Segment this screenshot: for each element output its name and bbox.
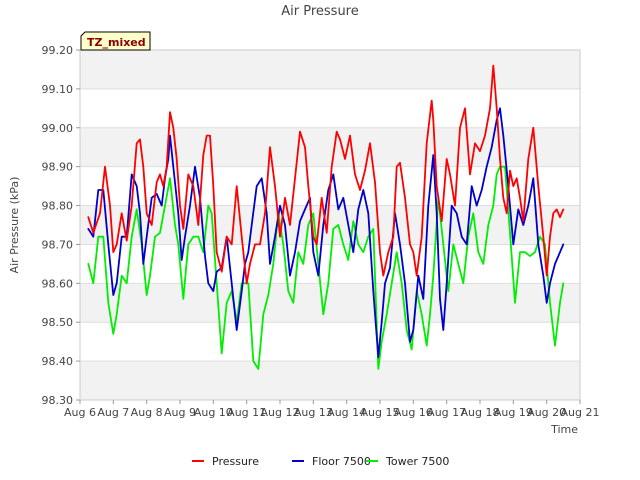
x-tick-label: Aug 10 [194, 406, 233, 419]
y-tick-label: 98.70 [42, 238, 74, 251]
plot-frame [79, 49, 581, 401]
x-tick-label: Aug 20 [527, 406, 566, 419]
background-band [80, 283, 580, 323]
x-axis-title: Time [550, 423, 578, 436]
x-tick-label: Aug 14 [327, 406, 366, 419]
y-axis-ticks: 98.30 98.40 98.50 98.60 98.70 98.80 98.90 99.00… [42, 44, 80, 407]
y-tick-label: 99.10 [42, 83, 74, 96]
y-tick-label: 99.20 [42, 44, 74, 57]
y-axis-title: Air Pressure (kPa) [8, 177, 21, 274]
legend-item: Pressure [192, 455, 259, 468]
legend: Pressure Floor 7500 Tower 7500 [192, 455, 449, 468]
x-tick-label: Aug 7 [97, 406, 129, 419]
x-tick-label: Aug 9 [164, 406, 196, 419]
tz-badge-label: TZ_mixed [87, 36, 146, 49]
x-tick-label: Aug 18 [461, 406, 500, 419]
background-band [80, 127, 580, 167]
y-tick-label: 99.00 [42, 122, 74, 135]
x-tick-label: Aug 6 [64, 406, 96, 419]
background-band [80, 361, 580, 400]
legend-label: Floor 7500 [312, 455, 371, 468]
legend-item: Floor 7500 [292, 455, 371, 468]
x-tick-label: Aug 15 [361, 406, 400, 419]
legend-label: Pressure [212, 455, 259, 468]
x-tick-label: Aug 8 [131, 406, 163, 419]
legend-item: Tower 7500 [366, 455, 449, 468]
x-tick-label: Aug 16 [394, 406, 433, 419]
series-line-tower-7500 [87, 165, 565, 370]
x-tick-label: Aug 21 [561, 406, 600, 419]
y-tick-label: 98.60 [42, 277, 74, 290]
gridlines [80, 49, 580, 401]
series-line-pressure [87, 64, 565, 285]
x-tick-label: Aug 12 [261, 406, 300, 419]
series-lines [87, 64, 565, 370]
background-band [80, 50, 580, 89]
x-tick-label: Aug 17 [427, 406, 466, 419]
y-tick-label: 98.90 [42, 161, 74, 174]
legend-label: Tower 7500 [385, 455, 449, 468]
y-tick-label: 98.80 [42, 200, 74, 213]
y-tick-label: 98.50 [42, 316, 74, 329]
tz-badge: TZ_mixed [80, 31, 151, 51]
chart-title: Air Pressure [281, 4, 359, 19]
tz-badge-box [80, 31, 151, 51]
y-tick-label: 98.40 [42, 355, 74, 368]
plot-background-bands [80, 50, 580, 400]
x-tick-label: Aug 13 [294, 406, 333, 419]
x-tick-label: Aug 11 [227, 406, 266, 419]
y-tick-label: 98.30 [42, 394, 74, 407]
x-tick-label: Aug 19 [494, 406, 533, 419]
